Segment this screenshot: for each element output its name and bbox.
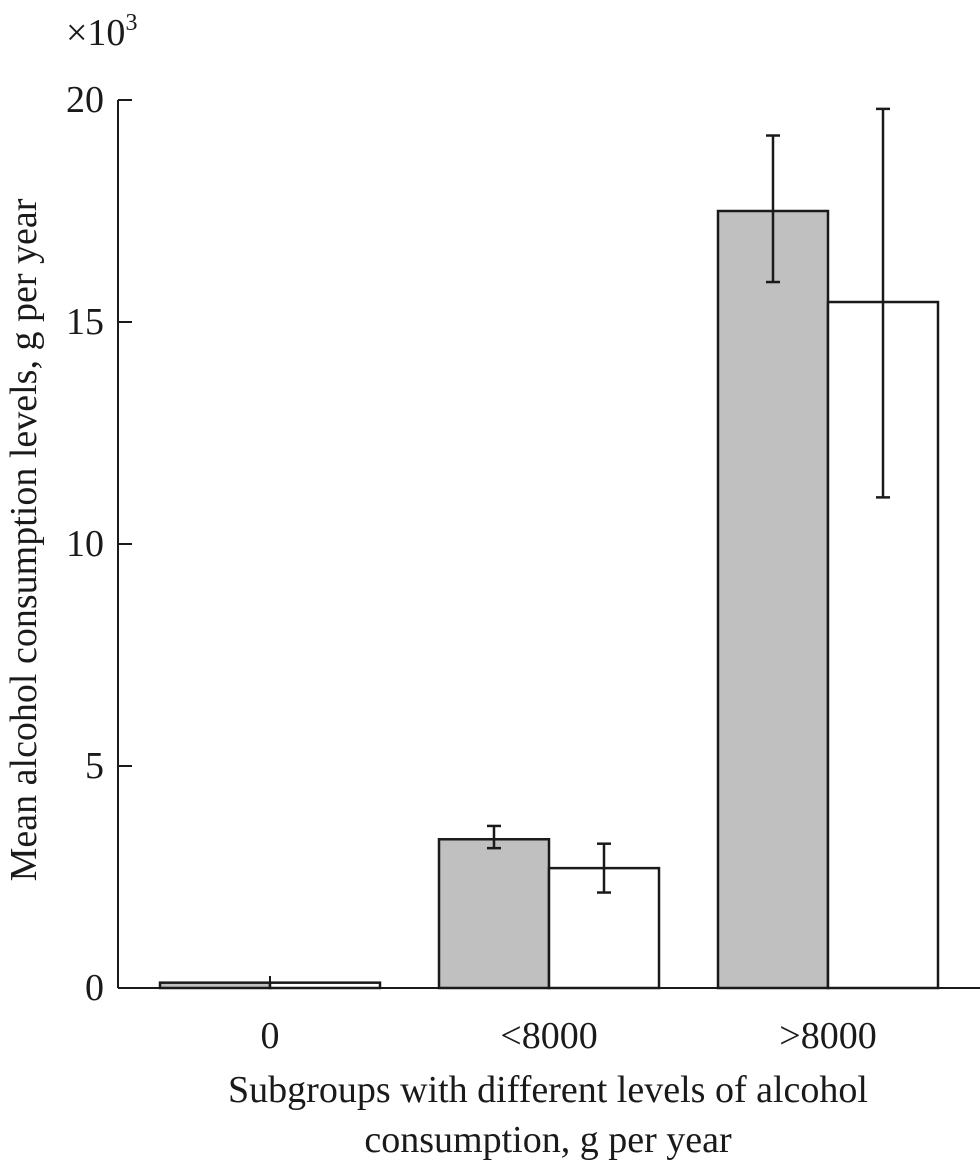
x-tick-label: >8000	[779, 1015, 876, 1057]
bar-series-1-1	[437, 838, 551, 990]
y-axis-title: Mean alcohol consumption levels, g per y…	[3, 198, 45, 881]
x-tick-label: <8000	[500, 1015, 597, 1057]
error-bar-series-1-2	[766, 134, 780, 284]
y-tick-label: 5	[85, 745, 104, 787]
y-multiplier: ×103	[66, 10, 137, 54]
x-tick-label: 0	[261, 1015, 280, 1057]
x-axis-title-line-2: consumption, g per year	[364, 1119, 732, 1161]
error-bar-series-1-1	[487, 824, 501, 850]
y-multiplier-exponent: 3	[125, 10, 137, 36]
bars-layer	[158, 209, 940, 990]
error-bar-series-2-1	[597, 842, 611, 894]
y-tick-label: 15	[66, 301, 104, 343]
error-bar-series-2-2	[876, 107, 890, 499]
error-bars-layer	[487, 107, 890, 894]
y-tick-label: 10	[66, 523, 104, 565]
x-axis-title-line-1: Subgroups with different levels of alcoh…	[228, 1069, 868, 1111]
axes-layer: 0 5 10 15 20 0 <8000 >8000	[66, 79, 980, 1057]
bar-series-1-2	[716, 209, 830, 990]
y-tick-label: 0	[85, 967, 104, 1009]
y-multiplier-base: ×10	[66, 12, 125, 54]
y-tick-label: 20	[66, 79, 104, 121]
